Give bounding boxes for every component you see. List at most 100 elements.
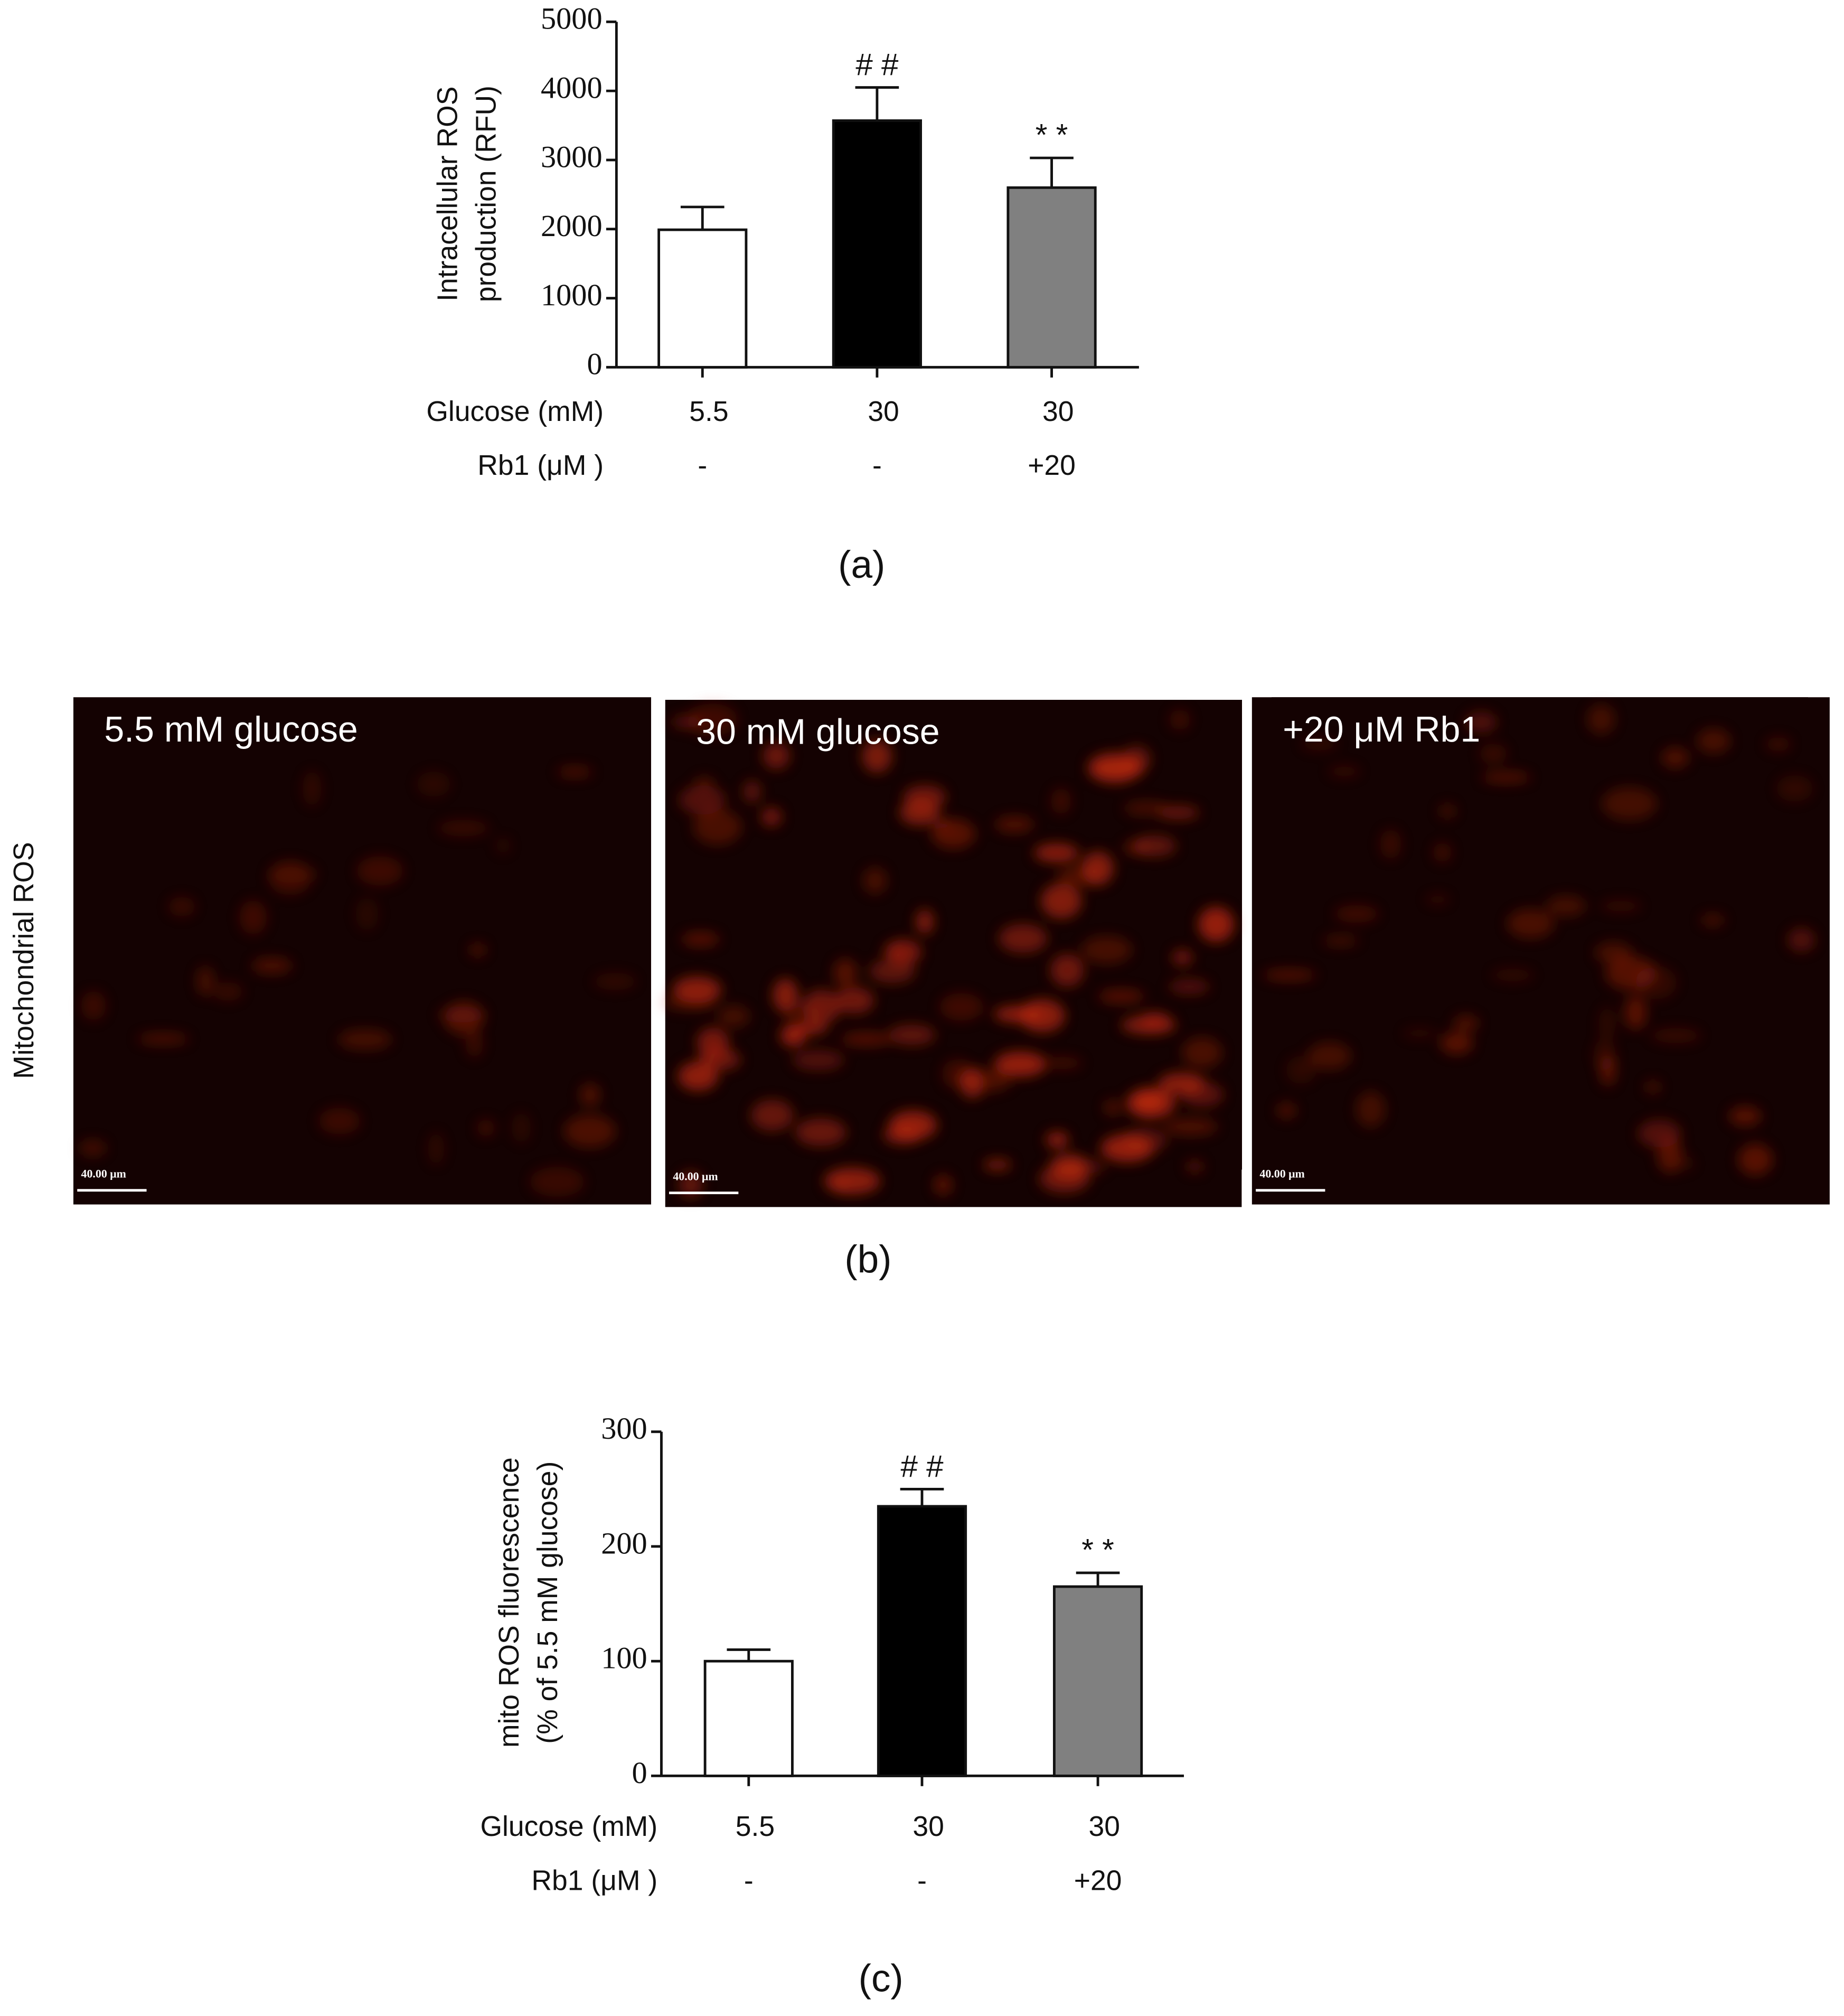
cell bbox=[1645, 1080, 1661, 1094]
cell bbox=[780, 1024, 806, 1047]
cell bbox=[1600, 900, 1642, 912]
cell bbox=[863, 867, 887, 894]
cell bbox=[835, 987, 874, 1014]
x-row-label: Rb1 (μM ) bbox=[477, 450, 604, 481]
x-row-label: Glucose (mM) bbox=[480, 1811, 657, 1842]
cell bbox=[1661, 747, 1689, 768]
x-sub-label: +20 bbox=[1028, 450, 1076, 481]
significance-mark: * * bbox=[1081, 1533, 1114, 1567]
cell bbox=[824, 1167, 881, 1195]
panel-label: (c) bbox=[859, 1957, 904, 2000]
cell bbox=[530, 1167, 585, 1197]
cell bbox=[563, 1114, 616, 1148]
cell bbox=[1787, 928, 1815, 952]
x-tick-label: 30 bbox=[1042, 396, 1074, 427]
cell bbox=[934, 1174, 953, 1196]
cell bbox=[679, 785, 726, 815]
cell bbox=[268, 860, 312, 895]
cell bbox=[1104, 1099, 1122, 1116]
bar bbox=[657, 228, 748, 369]
cell bbox=[428, 1132, 445, 1166]
bar bbox=[1052, 1585, 1143, 1777]
cell bbox=[469, 943, 486, 957]
cell bbox=[1169, 709, 1191, 730]
cell bbox=[495, 837, 511, 854]
cell bbox=[1172, 950, 1193, 965]
cell bbox=[1307, 1042, 1351, 1070]
cell bbox=[1042, 1056, 1083, 1070]
y-tick-label: 0 bbox=[632, 1756, 647, 1790]
cell bbox=[679, 1171, 703, 1198]
y-tick-label: 5000 bbox=[541, 2, 603, 36]
cell bbox=[1624, 995, 1647, 1030]
cell bbox=[672, 977, 722, 1003]
cell bbox=[1322, 935, 1359, 946]
cell bbox=[1491, 968, 1534, 982]
cell bbox=[303, 770, 322, 807]
micrograph bbox=[73, 697, 652, 1205]
cell bbox=[593, 973, 637, 990]
bar bbox=[832, 119, 922, 369]
cell bbox=[999, 924, 1048, 953]
cell bbox=[862, 739, 892, 773]
cell bbox=[1039, 1165, 1090, 1193]
cell bbox=[196, 966, 214, 996]
cell bbox=[1169, 979, 1210, 995]
y-axis-label: mito ROS fluorescence bbox=[494, 1457, 525, 1748]
cell bbox=[1598, 1006, 1616, 1041]
cell bbox=[840, 1032, 892, 1046]
cell bbox=[1602, 787, 1657, 820]
cell bbox=[1051, 787, 1071, 814]
cell bbox=[251, 958, 293, 974]
cell bbox=[1593, 1038, 1616, 1072]
cell bbox=[81, 991, 106, 1020]
cell-glow bbox=[79, 766, 637, 1197]
image-label: 30 mM glucose bbox=[696, 712, 940, 752]
cell bbox=[1697, 728, 1730, 754]
cell bbox=[579, 1083, 600, 1107]
cell bbox=[678, 1062, 718, 1091]
cell bbox=[1301, 737, 1338, 751]
cell bbox=[1263, 970, 1316, 981]
cell bbox=[888, 1024, 936, 1045]
cell bbox=[1334, 905, 1379, 923]
cell bbox=[1453, 1015, 1479, 1032]
cell bbox=[1198, 907, 1234, 942]
cell bbox=[718, 1005, 750, 1028]
cell bbox=[1776, 775, 1813, 802]
cell bbox=[761, 807, 782, 827]
scale-bar-label: 40.00 μm bbox=[673, 1170, 718, 1183]
cell bbox=[1356, 1091, 1386, 1128]
y-tick-label: 300 bbox=[601, 1411, 647, 1446]
cell bbox=[1402, 1028, 1437, 1039]
cell bbox=[137, 1033, 190, 1045]
cell bbox=[1138, 1087, 1162, 1113]
cell bbox=[511, 1112, 531, 1143]
cell bbox=[1439, 804, 1456, 819]
y-tick-label: 2000 bbox=[541, 209, 603, 243]
cell bbox=[1507, 908, 1555, 939]
y-tick-label: 0 bbox=[587, 347, 602, 381]
x-sub-label: - bbox=[698, 450, 707, 481]
cell bbox=[681, 932, 720, 946]
cell bbox=[1081, 936, 1132, 964]
cell bbox=[1380, 829, 1401, 859]
cell bbox=[899, 800, 940, 826]
cell bbox=[869, 959, 916, 983]
cell bbox=[465, 1029, 483, 1058]
cell bbox=[1041, 883, 1082, 919]
cell bbox=[1034, 843, 1079, 862]
significance-mark: # # bbox=[900, 1449, 944, 1484]
cell bbox=[1186, 1160, 1204, 1173]
cell bbox=[1700, 914, 1725, 926]
cell bbox=[1729, 1106, 1762, 1126]
cell-glow bbox=[1263, 704, 1815, 1176]
cell bbox=[931, 819, 976, 849]
y-axis-label: (% of 5.5 mM glucose) bbox=[532, 1461, 563, 1744]
cell bbox=[782, 1004, 822, 1026]
cell bbox=[1081, 851, 1114, 885]
cell bbox=[1098, 989, 1145, 1004]
cell bbox=[960, 1067, 984, 1099]
cell bbox=[79, 1140, 107, 1156]
